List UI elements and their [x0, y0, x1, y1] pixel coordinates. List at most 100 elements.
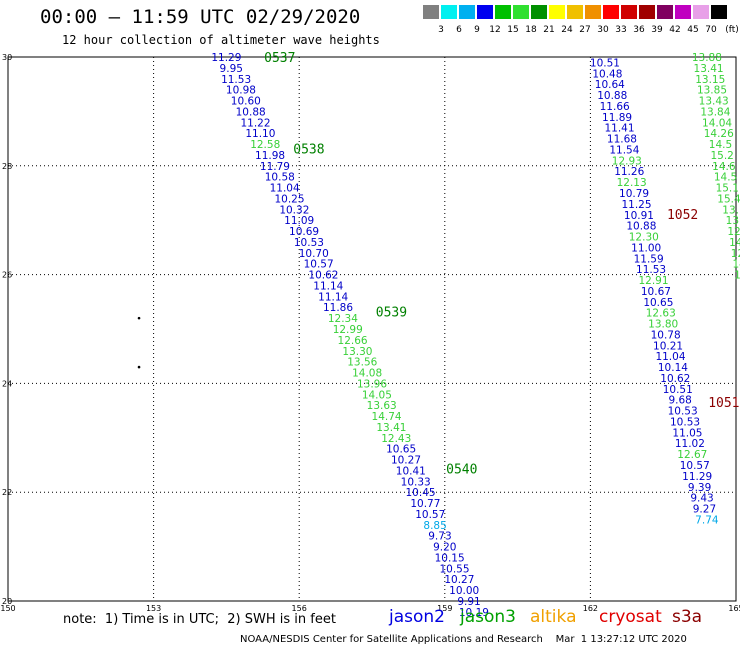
wave-height-value: 9.43 — [690, 493, 713, 505]
wave-height-value: 7.74 — [695, 514, 719, 526]
wave-height-value: 10.88 — [626, 221, 656, 233]
legend-swatch — [495, 5, 511, 19]
page-subtitle: 12 hour collection of altimeter wave hei… — [62, 33, 380, 47]
wave-height-value: 13.41 — [694, 63, 724, 75]
wave-height-value: 10.27 — [444, 574, 474, 586]
wave-height-value: 11.04 — [655, 351, 685, 363]
wave-height-value: 13.85 — [697, 85, 727, 97]
lon-tick-label: 156 — [292, 604, 307, 613]
wave-height-value: 12.66 — [338, 335, 368, 347]
page-title: 00:00 – 11:59 UTC 02/29/2020 — [40, 6, 361, 28]
wave-height-value: 10.53 — [294, 237, 324, 249]
wave-height-value: 10.33 — [401, 476, 431, 488]
wave-height-value: 10.57 — [304, 259, 334, 271]
legend-level: 39 — [651, 25, 663, 35]
legend-swatch — [441, 5, 457, 19]
wave-height-value: 10.69 — [289, 226, 319, 238]
lat-tick-label: 22 — [2, 488, 12, 497]
pass-number-label: 1051 — [708, 396, 739, 411]
pass-number-label: 0539 — [376, 306, 407, 321]
wave-height-value: 12.34 — [328, 313, 358, 325]
wave-height-value: 13. — [722, 204, 739, 216]
legend-level: 9 — [474, 25, 480, 35]
lat-tick-label: 20 — [2, 597, 12, 606]
wave-height-value: 14.5 — [709, 139, 732, 151]
legend-level: 18 — [525, 25, 537, 35]
legend-swatch — [531, 5, 547, 19]
wave-height-value: 10.51 — [590, 57, 620, 69]
lon-tick-label: 159 — [437, 604, 452, 613]
wave-height-value: 14.08 — [352, 368, 382, 380]
lon-tick-label: 165 — [728, 604, 740, 613]
legend-level: 45 — [687, 25, 699, 35]
legend-level: 6 — [456, 25, 462, 35]
legend-level: 30 — [597, 25, 609, 35]
wave-height-value: 10.79 — [619, 188, 649, 200]
wave-height-value: 15.2 — [710, 150, 733, 162]
wave-height-value: 11.41 — [604, 123, 634, 135]
wave-height-value: 11.04 — [270, 183, 300, 195]
legend-swatch — [675, 5, 691, 19]
wave-height-value: 12.13 — [617, 177, 647, 189]
wave-height-value: 10.78 — [651, 329, 681, 341]
wave-height-value: 13.96 — [357, 378, 387, 390]
satellite-s3a: s3a — [672, 607, 703, 627]
wave-height-value: 14 — [729, 237, 740, 249]
lon-tick-label: 153 — [146, 604, 161, 613]
wave-height-value: 10.45 — [406, 487, 436, 499]
wave-height-value: 10.77 — [410, 498, 440, 510]
legend-level: 21 — [543, 25, 555, 35]
map-frame — [7, 56, 737, 602]
wave-height-value: 15.4 — [717, 193, 740, 205]
satellite-altika: altika — [530, 607, 577, 627]
pass-number-label: 1052 — [667, 208, 698, 223]
wave-height-value: 10.32 — [279, 204, 309, 216]
wave-height-value: 14.05 — [362, 389, 392, 401]
legend-swatch — [639, 5, 655, 19]
wave-height-value: 10.65 — [643, 297, 673, 309]
lat-tick-label: 30 — [2, 53, 12, 62]
wave-height-value: 11.22 — [240, 117, 270, 129]
wave-height-value: 9.20 — [433, 542, 456, 554]
legend-level: 42 — [669, 25, 681, 35]
wave-height-value: 10.41 — [396, 465, 426, 477]
wave-height-value: 9.73 — [428, 531, 451, 543]
wave-height-value: 13.41 — [376, 422, 406, 434]
legend-level: 33 — [615, 25, 627, 35]
wave-height-value: 14.6 — [712, 161, 736, 173]
legend-level: 12 — [489, 25, 501, 35]
legend-swatch — [585, 5, 601, 19]
wave-height-value: 12 — [731, 248, 740, 260]
legend-swatch — [711, 5, 727, 19]
pass-number-label: 0538 — [293, 142, 324, 157]
wave-height-value: 10.14 — [658, 362, 688, 374]
wave-height-value: 9.95 — [220, 63, 243, 75]
legend-swatch — [477, 5, 493, 19]
wave-height-value: 14 — [734, 270, 740, 282]
wave-height-value: 13 — [726, 215, 739, 227]
pass-number-label: 0537 — [264, 51, 295, 66]
wave-height-value: 10.00 — [449, 585, 479, 597]
wave-height-value: 10.91 — [624, 210, 654, 222]
legend-swatch — [567, 5, 583, 19]
wave-height-value: 13.56 — [347, 357, 377, 369]
wave-height-value: 10.19 — [459, 607, 489, 619]
lon-tick-label: 150 — [0, 604, 15, 613]
wave-height-value: 13.43 — [699, 96, 729, 108]
wave-height-value: 12.58 — [250, 139, 280, 151]
wave-height-value: 10.88 — [597, 90, 627, 102]
wave-height-value: 11.89 — [602, 112, 632, 124]
wave-height-value: 13.15 — [695, 74, 725, 86]
wave-height-value: 12.43 — [381, 433, 411, 445]
wave-height-value: 10.60 — [231, 96, 261, 108]
wave-height-value: 13.88 — [692, 52, 722, 64]
legend-swatch — [423, 5, 439, 19]
island-point — [137, 365, 141, 369]
wave-height-value: 11.09 — [284, 215, 314, 227]
wave-height-value: 11.29 — [211, 52, 241, 64]
wave-height-value: 10.53 — [668, 406, 698, 418]
wave-height-value: 10.98 — [226, 85, 256, 97]
pass-number-label: 0540 — [446, 462, 477, 477]
wave-height-value: 11.53 — [636, 264, 666, 276]
wave-height-value: 12.99 — [333, 324, 363, 336]
